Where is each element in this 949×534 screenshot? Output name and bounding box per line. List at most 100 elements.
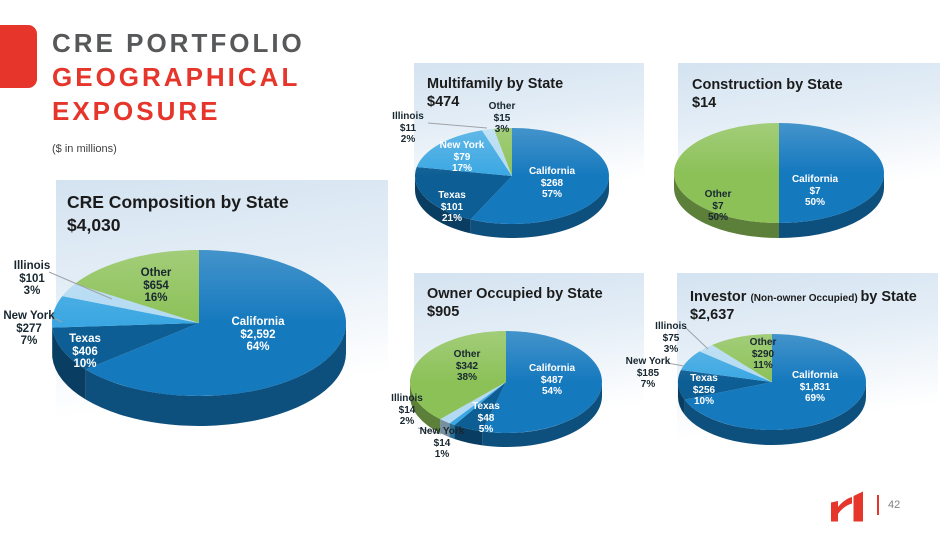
- leader-line-illinois: [427, 122, 488, 129]
- pie-wall-illinois: [440, 419, 450, 438]
- slice-percent: 3%: [23, 285, 41, 297]
- slide-title-line2: GEOGRAPHICAL: [52, 62, 301, 92]
- slice-name: California: [528, 363, 576, 374]
- chart-title-text: Investor: [690, 289, 751, 305]
- accent-bar: [0, 25, 37, 88]
- slice-amount: $487: [540, 374, 564, 386]
- slice-name: Texas: [438, 190, 466, 201]
- pie-gloss: [52, 250, 346, 396]
- slice-percent: 38%: [456, 372, 478, 383]
- slice-name: Texas: [690, 373, 718, 384]
- slice-percent: 50%: [707, 212, 729, 223]
- pie-wall-other: [410, 382, 441, 434]
- slice-label-other: Other $342 38%: [454, 349, 481, 384]
- pie-wall-texas: [52, 327, 86, 400]
- slice-label-new-york: New York $277 7%: [3, 310, 54, 348]
- pie-wall-texas: [454, 425, 483, 446]
- chart-title-text: Owner Occupied by State: [427, 286, 603, 302]
- slice-percent: 69%: [804, 393, 825, 404]
- slice-label-texas: Texas $406 10%: [69, 333, 101, 371]
- slice-label-california: California $2,592 64%: [231, 316, 284, 354]
- slide-title-line1: CRE PORTFOLIO: [52, 28, 305, 58]
- slice-name: Other: [749, 337, 777, 348]
- slice-amount: $406: [72, 345, 98, 358]
- slice-label-other: Other $290 11%: [750, 337, 777, 372]
- pie-wall-california: [470, 176, 609, 238]
- chart-title-text: by State: [860, 289, 917, 305]
- slice-amount: $79: [453, 151, 471, 163]
- slice-label-new-york: New York $79 17%: [440, 140, 485, 175]
- chart-total: $4,030: [67, 215, 121, 235]
- slice-amount: $15: [493, 112, 511, 124]
- slice-name: Illinois: [655, 321, 687, 332]
- slice-label-california: California $268 57%: [529, 166, 575, 201]
- chart-total: $474: [427, 94, 460, 110]
- slice-percent: 2%: [400, 134, 416, 145]
- chart-total: $2,637: [690, 307, 735, 323]
- pie-wall-new-york: [449, 423, 455, 440]
- slice-amount: $342: [455, 360, 479, 372]
- slice-percent: 7%: [20, 335, 38, 347]
- slice-name: New York: [625, 356, 671, 367]
- slice-label-illinois: Illinois $75 3%: [655, 321, 687, 356]
- chart-title-text: Construction by State: [692, 77, 843, 93]
- pie-wall-texas: [415, 176, 471, 234]
- slice-amount: $101: [440, 201, 464, 213]
- pie-wall-california: [482, 382, 602, 448]
- slice-percent: 1%: [434, 449, 450, 460]
- slice-percent: 10%: [73, 358, 97, 370]
- slice-name: New York: [439, 140, 485, 151]
- pie-gloss: [410, 331, 602, 433]
- slice-percent: 3%: [663, 344, 679, 355]
- slice-label-illinois: Illinois $14 2%: [391, 393, 423, 428]
- slice-amount: $277: [16, 322, 42, 335]
- slice-label-california: California $7 50%: [792, 174, 838, 209]
- slice-percent: 16%: [144, 292, 168, 304]
- slice-amount: $48: [477, 412, 495, 424]
- leader-line-new-york: [49, 315, 63, 323]
- pie-gloss: [674, 123, 884, 223]
- slice-amount: $7: [809, 185, 821, 197]
- slice-percent: 10%: [693, 396, 714, 407]
- slice-amount: $11: [399, 122, 417, 134]
- slice-label-texas: Texas $256 10%: [690, 373, 718, 408]
- slice-percent: 50%: [804, 197, 825, 208]
- slice-name: Texas: [472, 401, 500, 412]
- slice-amount: $14: [433, 437, 451, 449]
- leader-line-illinois: [685, 327, 709, 350]
- slice-label-texas: Texas $48 5%: [472, 401, 500, 436]
- slice-amount: $1,831: [799, 381, 831, 393]
- slice-amount: $185: [636, 367, 660, 379]
- slice-name: Texas: [69, 333, 101, 345]
- pie-gloss: [415, 128, 609, 224]
- chart-title-text: Multifamily by State: [427, 76, 564, 92]
- slice-label-other: Other $15 3%: [489, 101, 516, 136]
- slice-name: Other: [488, 101, 516, 112]
- slice-label-illinois: Illinois $101 3%: [14, 260, 50, 298]
- units-note: ($ in millions): [52, 143, 117, 155]
- chart-title: CRE Composition by State: [67, 192, 289, 213]
- slice-name: Illinois: [391, 393, 423, 404]
- slice-percent: 17%: [451, 163, 472, 174]
- leader-line-illinois: [48, 271, 113, 300]
- chart-title: Investor (Non-owner Occupied) by State: [690, 289, 917, 305]
- slice-amount: $268: [540, 177, 564, 189]
- pie-wall-other: [674, 173, 779, 238]
- pie-wall-california: [779, 173, 884, 238]
- slice-amount: $101: [19, 272, 45, 285]
- footer-separator: [877, 495, 879, 515]
- slide-title-line3: EXPOSURE: [52, 96, 221, 126]
- pie-wall-california: [85, 323, 346, 427]
- slice-label-other: Other $7 50%: [705, 189, 732, 224]
- slice-percent: 2%: [399, 416, 415, 427]
- slice-amount: $256: [692, 384, 716, 396]
- slice-name: California: [791, 370, 839, 381]
- slice-amount: $654: [143, 279, 169, 292]
- chart-title: Owner Occupied by State: [427, 286, 603, 302]
- slide-title: CRE PORTFOLIO GEOGRAPHICAL EXPOSURE: [52, 26, 305, 128]
- slice-amount: $7: [712, 200, 724, 212]
- slice-name: California: [528, 166, 576, 177]
